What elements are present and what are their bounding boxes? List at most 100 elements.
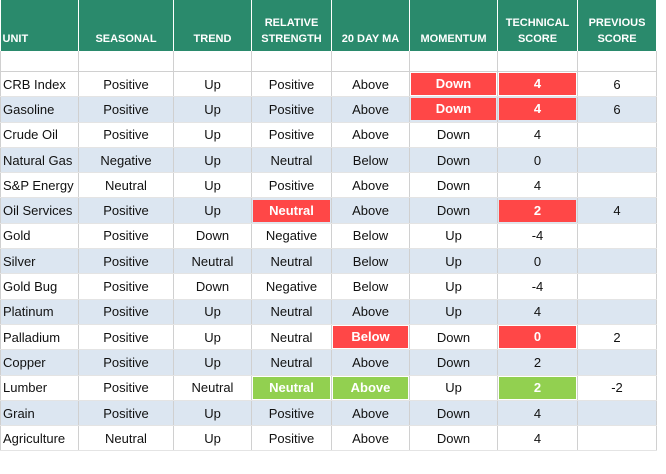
cell: Up [409, 375, 498, 401]
cell-value: Up [204, 304, 221, 320]
cell: 6 [577, 96, 657, 123]
cell-value: Grain [3, 405, 35, 421]
cell: Up [173, 324, 252, 351]
cell-value: Gasoline [3, 101, 55, 117]
cell: 6 [577, 71, 657, 98]
cell: Positive [78, 197, 174, 224]
cell-value: Positive [103, 304, 149, 320]
cell: Above [331, 425, 410, 452]
cell-value: Positive [268, 76, 315, 92]
cell: Positive [78, 96, 174, 123]
cell-value: Above [352, 101, 389, 117]
cell: Positive [78, 248, 174, 275]
unit-cell: Natural Gas [0, 147, 79, 174]
cell [577, 273, 657, 300]
table-row: Gasoline Positive Up Positive Above Down 4 6 [0, 96, 657, 123]
cell: Up [173, 71, 252, 98]
cell: Positive [251, 71, 332, 98]
highlighted-value: Neutral [253, 376, 330, 399]
highlighted-value: 2 [499, 376, 576, 399]
cell-value: Above [352, 430, 389, 446]
cell-value: Neutral [270, 329, 313, 345]
unit-cell: Gold Bug [0, 273, 79, 300]
cell [577, 349, 657, 376]
cell-value: Up [204, 329, 221, 345]
cell: -4 [497, 273, 578, 300]
cell-value: Up [445, 253, 462, 269]
cell: Down [409, 172, 498, 199]
cell: Positive [251, 122, 332, 148]
cell-value: Above [352, 203, 389, 219]
unit-cell: Grain [0, 400, 79, 427]
unit-cell: Oil Services [0, 197, 79, 224]
cell: Up [409, 223, 498, 250]
cell: Negative [251, 223, 332, 250]
cell: Above [331, 375, 410, 401]
table-row: Gold Bug Positive Down Negative Below Up -4 [0, 273, 657, 300]
cell: Positive [78, 223, 174, 250]
cell-value: 4 [533, 177, 542, 193]
unit-cell: Palladium [0, 324, 79, 351]
cell-value: Neutral [105, 177, 147, 193]
unit-cell: S&P Energy [0, 172, 79, 199]
cell: 4 [497, 172, 578, 199]
cell: Down [409, 197, 498, 224]
cell [577, 248, 657, 275]
cell: Positive [251, 400, 332, 427]
cell-value: Up [445, 228, 462, 244]
cell-value: Positive [103, 253, 149, 269]
cell-value: Negative [265, 279, 318, 295]
cell: Positive [251, 172, 332, 199]
cell-value: Positive [103, 279, 149, 295]
cell: Up [173, 299, 252, 325]
cell: Below [331, 223, 410, 250]
cell-value: 6 [613, 101, 621, 117]
highlighted-value: Down [411, 98, 496, 121]
cell: Positive [78, 324, 174, 351]
cell-value: Positive [268, 101, 315, 117]
cell-value: Above [352, 354, 389, 370]
table-row: Palladium Positive Up Neutral Below Down 0 2 [0, 324, 657, 351]
cell-value: Positive [268, 127, 315, 143]
column-header: 20 DAY MA [331, 0, 410, 51]
cell-value: Crude Oil [3, 127, 58, 143]
cell-value: Down [195, 228, 230, 244]
cell-value: S&P Energy [3, 177, 74, 193]
cell: Above [331, 122, 410, 148]
cell-value: Down [436, 430, 471, 446]
cell [577, 147, 657, 174]
cell-value: Positive [103, 405, 149, 421]
cell-value: Negative [100, 152, 152, 168]
cell-value: Up [204, 152, 221, 168]
cell [577, 172, 657, 199]
cell-value: Positive [103, 228, 149, 244]
cell: Above [331, 299, 410, 325]
cell-value: Positive [103, 329, 149, 345]
cell: Positive [78, 299, 174, 325]
highlighted-value: Down [411, 73, 496, 96]
cell-value: Positive [268, 177, 315, 193]
unit-cell: Gold [0, 223, 79, 250]
cell-value: Below [352, 279, 389, 295]
cell-value: Down [436, 177, 471, 193]
cell-value: Gold Bug [3, 279, 58, 295]
column-header: PREVIOUS SCORE [577, 0, 657, 51]
cell: Neutral [251, 349, 332, 376]
cell: Neutral [251, 375, 332, 401]
cell: 4 [497, 425, 578, 452]
cell: 4 [497, 299, 578, 325]
cell-value: Up [204, 101, 221, 117]
cell-value: Positive [268, 430, 315, 446]
cell-value: Negative [265, 228, 318, 244]
cell: Below [331, 147, 410, 174]
cell: 4 [497, 400, 578, 427]
table-row: Grain Positive Up Positive Above Down 4 [0, 400, 657, 427]
cell: Negative [251, 273, 332, 300]
cell-value: 4 [533, 430, 542, 446]
highlighted-value: Below [333, 326, 408, 349]
cell-value: Up [204, 354, 221, 370]
cell-value: Copper [3, 354, 46, 370]
cell-value: Lumber [3, 380, 48, 396]
cell-value: Positive [103, 380, 149, 396]
cell-value: 6 [613, 76, 621, 92]
